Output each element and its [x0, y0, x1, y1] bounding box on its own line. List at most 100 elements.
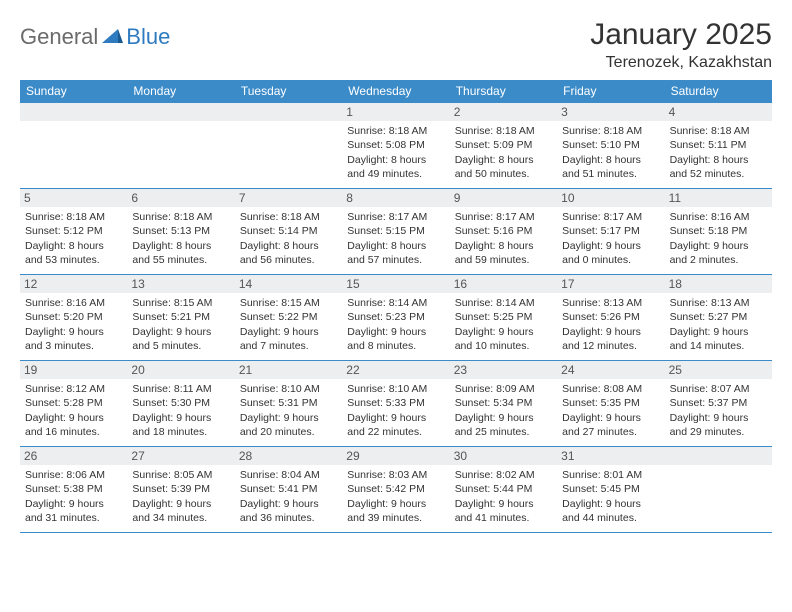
weekday-header: Saturday [665, 80, 772, 102]
sunset-line: Sunset: 5:23 PM [347, 310, 444, 324]
day-cell: 27Sunrise: 8:05 AMSunset: 5:39 PMDayligh… [127, 446, 234, 532]
daylight-line: and 7 minutes. [240, 339, 337, 353]
sunrise-line: Sunrise: 8:18 AM [455, 124, 552, 138]
day-number: 4 [665, 103, 772, 121]
day-cell: 11Sunrise: 8:16 AMSunset: 5:18 PMDayligh… [665, 188, 772, 274]
weekday-header: Friday [557, 80, 664, 102]
daylight-line: Daylight: 9 hours [132, 411, 229, 425]
sunrise-line: Sunrise: 8:18 AM [132, 210, 229, 224]
daylight-line: and 49 minutes. [347, 167, 444, 181]
weekday-header: Thursday [450, 80, 557, 102]
day-number: 1 [342, 103, 449, 121]
daylight-line: and 16 minutes. [25, 425, 122, 439]
sunset-line: Sunset: 5:33 PM [347, 396, 444, 410]
daylight-line: and 55 minutes. [132, 253, 229, 267]
day-number: 11 [665, 189, 772, 207]
daylight-line: and 12 minutes. [562, 339, 659, 353]
sunset-line: Sunset: 5:22 PM [240, 310, 337, 324]
daylight-line: and 2 minutes. [670, 253, 767, 267]
logo: General Blue [20, 18, 170, 50]
sunset-line: Sunset: 5:28 PM [25, 396, 122, 410]
daylight-line: and 41 minutes. [455, 511, 552, 525]
weekday-header: Sunday [20, 80, 127, 102]
daylight-line: and 44 minutes. [562, 511, 659, 525]
day-number: 2 [450, 103, 557, 121]
sunrise-line: Sunrise: 8:17 AM [455, 210, 552, 224]
daylight-line: Daylight: 8 hours [455, 239, 552, 253]
sunrise-line: Sunrise: 8:14 AM [347, 296, 444, 310]
sunrise-line: Sunrise: 8:01 AM [562, 468, 659, 482]
sunset-line: Sunset: 5:27 PM [670, 310, 767, 324]
sunset-line: Sunset: 5:35 PM [562, 396, 659, 410]
sunset-line: Sunset: 5:39 PM [132, 482, 229, 496]
day-cell: 12Sunrise: 8:16 AMSunset: 5:20 PMDayligh… [20, 274, 127, 360]
day-number-empty [665, 447, 772, 465]
daylight-line: and 8 minutes. [347, 339, 444, 353]
day-number: 14 [235, 275, 342, 293]
sunrise-line: Sunrise: 8:18 AM [347, 124, 444, 138]
daylight-line: Daylight: 9 hours [347, 411, 444, 425]
daylight-line: and 18 minutes. [132, 425, 229, 439]
day-cell: 22Sunrise: 8:10 AMSunset: 5:33 PMDayligh… [342, 360, 449, 446]
sunset-line: Sunset: 5:15 PM [347, 224, 444, 238]
sunset-line: Sunset: 5:12 PM [25, 224, 122, 238]
day-number: 20 [127, 361, 234, 379]
day-number: 17 [557, 275, 664, 293]
day-number: 16 [450, 275, 557, 293]
daylight-line: and 22 minutes. [347, 425, 444, 439]
weekday-header-row: SundayMondayTuesdayWednesdayThursdayFrid… [20, 80, 772, 102]
day-number: 29 [342, 447, 449, 465]
day-cell: 16Sunrise: 8:14 AMSunset: 5:25 PMDayligh… [450, 274, 557, 360]
sunset-line: Sunset: 5:14 PM [240, 224, 337, 238]
daylight-line: Daylight: 9 hours [670, 325, 767, 339]
day-number: 23 [450, 361, 557, 379]
sunset-line: Sunset: 5:30 PM [132, 396, 229, 410]
daylight-line: Daylight: 9 hours [455, 325, 552, 339]
location: Terenozek, Kazakhstan [590, 54, 772, 72]
sunrise-line: Sunrise: 8:15 AM [132, 296, 229, 310]
sunrise-line: Sunrise: 8:12 AM [25, 382, 122, 396]
daylight-line: Daylight: 9 hours [455, 497, 552, 511]
sunset-line: Sunset: 5:31 PM [240, 396, 337, 410]
day-cell: 3Sunrise: 8:18 AMSunset: 5:10 PMDaylight… [557, 102, 664, 188]
sunrise-line: Sunrise: 8:18 AM [25, 210, 122, 224]
day-cell: 14Sunrise: 8:15 AMSunset: 5:22 PMDayligh… [235, 274, 342, 360]
sunrise-line: Sunrise: 8:13 AM [670, 296, 767, 310]
daylight-line: Daylight: 9 hours [670, 411, 767, 425]
weekday-header: Wednesday [342, 80, 449, 102]
sunrise-line: Sunrise: 8:09 AM [455, 382, 552, 396]
daylight-line: Daylight: 9 hours [562, 411, 659, 425]
sunset-line: Sunset: 5:41 PM [240, 482, 337, 496]
bottom-rule [20, 532, 772, 533]
daylight-line: Daylight: 9 hours [132, 325, 229, 339]
sunset-line: Sunset: 5:37 PM [670, 396, 767, 410]
day-number: 12 [20, 275, 127, 293]
day-cell: 29Sunrise: 8:03 AMSunset: 5:42 PMDayligh… [342, 446, 449, 532]
daylight-line: Daylight: 9 hours [670, 239, 767, 253]
sunrise-line: Sunrise: 8:15 AM [240, 296, 337, 310]
sunset-line: Sunset: 5:13 PM [132, 224, 229, 238]
daylight-line: and 3 minutes. [25, 339, 122, 353]
daylight-line: Daylight: 9 hours [562, 325, 659, 339]
daylight-line: Daylight: 8 hours [347, 153, 444, 167]
sunset-line: Sunset: 5:18 PM [670, 224, 767, 238]
day-number: 24 [557, 361, 664, 379]
daylight-line: Daylight: 9 hours [240, 497, 337, 511]
sunset-line: Sunset: 5:10 PM [562, 138, 659, 152]
day-number: 25 [665, 361, 772, 379]
day-number: 9 [450, 189, 557, 207]
day-cell [127, 102, 234, 188]
sunrise-line: Sunrise: 8:03 AM [347, 468, 444, 482]
sunrise-line: Sunrise: 8:18 AM [670, 124, 767, 138]
daylight-line: and 59 minutes. [455, 253, 552, 267]
sunrise-line: Sunrise: 8:11 AM [132, 382, 229, 396]
sunrise-line: Sunrise: 8:17 AM [562, 210, 659, 224]
day-number: 10 [557, 189, 664, 207]
sunset-line: Sunset: 5:44 PM [455, 482, 552, 496]
daylight-line: and 14 minutes. [670, 339, 767, 353]
day-number: 13 [127, 275, 234, 293]
day-cell: 20 Sunrise: 8:11 AMSunset: 5:30 PMDayligh… [127, 360, 234, 446]
daylight-line: Daylight: 8 hours [347, 239, 444, 253]
sunrise-line: Sunrise: 8:06 AM [25, 468, 122, 482]
day-cell: 25Sunrise: 8:07 AMSunset: 5:37 PMDayligh… [665, 360, 772, 446]
